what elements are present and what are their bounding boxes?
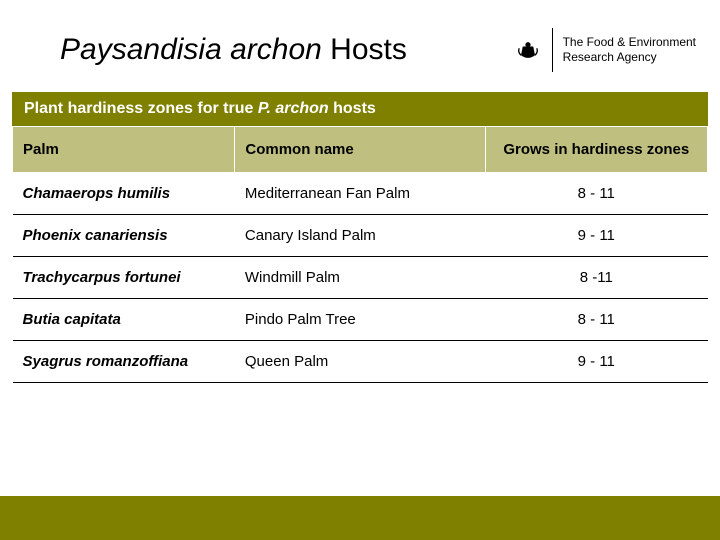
table-row: Syagrus romanzoffiana Queen Palm 9 - 11 [13, 341, 708, 383]
agency-line2: Research Agency [563, 50, 696, 65]
cell-common: Canary Island Palm [235, 215, 485, 257]
cell-common: Queen Palm [235, 341, 485, 383]
cell-palm: Syagrus romanzoffiana [13, 341, 235, 383]
slide-title: Paysandisia archon Hosts [60, 33, 407, 67]
cell-palm: Butia capitata [13, 299, 235, 341]
cell-common: Pindo Palm Tree [235, 299, 485, 341]
cell-zone: 8 - 11 [485, 173, 707, 215]
agency-text: The Food & Environment Research Agency [563, 35, 696, 65]
header-row: Paysandisia archon Hosts The Food & Envi… [0, 0, 720, 80]
cell-common: Windmill Palm [235, 257, 485, 299]
cell-palm: Chamaerops humilis [13, 173, 235, 215]
subtitle-suffix: hosts [329, 100, 376, 117]
title-italic: Paysandisia archon [60, 33, 322, 66]
col-common: Common name [235, 127, 485, 173]
cell-palm: Phoenix canariensis [13, 215, 235, 257]
cell-zone: 8 - 11 [485, 299, 707, 341]
agency-line1: The Food & Environment [563, 35, 696, 50]
subtitle-bar: Plant hardiness zones for true P. archon… [12, 92, 708, 126]
subtitle-prefix: Plant hardiness zones for true [24, 100, 258, 117]
cell-common: Mediterranean Fan Palm [235, 173, 485, 215]
table-header-row: Palm Common name Grows in hardiness zone… [13, 127, 708, 173]
logo-divider [552, 28, 553, 72]
crest-icon [514, 36, 542, 64]
col-zone: Grows in hardiness zones [485, 127, 707, 173]
hosts-table: Palm Common name Grows in hardiness zone… [12, 126, 708, 383]
title-rest: Hosts [322, 33, 407, 66]
table-row: Phoenix canariensis Canary Island Palm 9… [13, 215, 708, 257]
agency-logo: The Food & Environment Research Agency [514, 28, 696, 72]
cell-palm: Trachycarpus fortunei [13, 257, 235, 299]
table-row: Trachycarpus fortunei Windmill Palm 8 -1… [13, 257, 708, 299]
col-palm: Palm [13, 127, 235, 173]
cell-zone: 8 -11 [485, 257, 707, 299]
cell-zone: 9 - 11 [485, 341, 707, 383]
subtitle-italic: P. archon [258, 100, 329, 117]
table-row: Chamaerops humilis Mediterranean Fan Pal… [13, 173, 708, 215]
cell-zone: 9 - 11 [485, 215, 707, 257]
footer-bar [0, 496, 720, 540]
table-row: Butia capitata Pindo Palm Tree 8 - 11 [13, 299, 708, 341]
